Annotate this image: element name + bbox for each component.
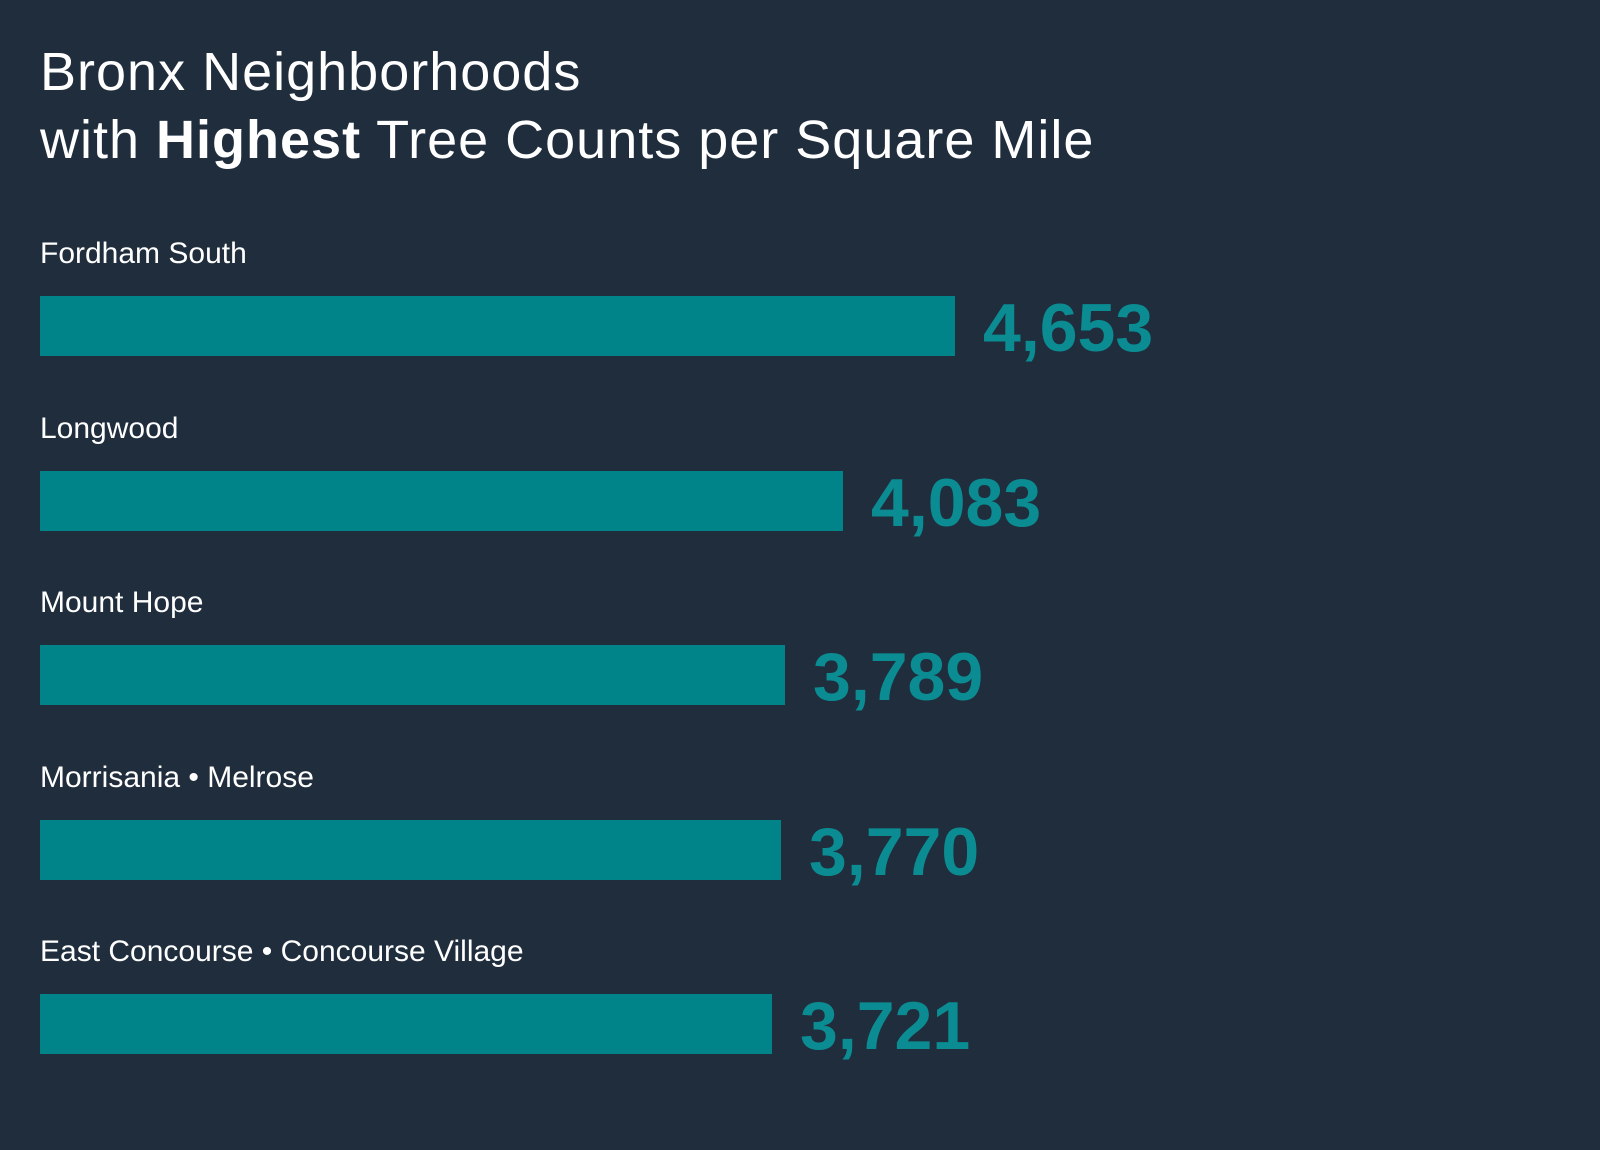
category-label: East Concourse • Concourse Village bbox=[40, 935, 524, 968]
value-label: 4,653 bbox=[983, 290, 1154, 366]
title-line-2-emphasis: Highest bbox=[156, 110, 362, 170]
bar bbox=[40, 470, 843, 531]
title-line-2-prefix: with bbox=[40, 110, 157, 170]
category-label: Morrisania • Melrose bbox=[40, 760, 314, 794]
bar bbox=[40, 645, 785, 705]
category-label: Mount Hope bbox=[40, 586, 204, 619]
value-label: 3,789 bbox=[813, 639, 984, 715]
value-label: 3,770 bbox=[809, 813, 980, 890]
value-label: 4,083 bbox=[871, 464, 1042, 541]
title-line-1: Bronx Neighborhoods bbox=[40, 42, 582, 102]
bar bbox=[40, 819, 781, 880]
bar bbox=[40, 994, 772, 1054]
category-label: Fordham South bbox=[40, 237, 247, 270]
title-line-2-suffix: Tree Counts per Square Mile bbox=[361, 110, 1095, 170]
value-label: 3,721 bbox=[800, 988, 971, 1064]
category-label: Longwood bbox=[40, 411, 179, 445]
chart-title: Bronx Neighborhoods with Highest Tree Co… bbox=[40, 38, 1094, 174]
bar bbox=[40, 296, 955, 356]
